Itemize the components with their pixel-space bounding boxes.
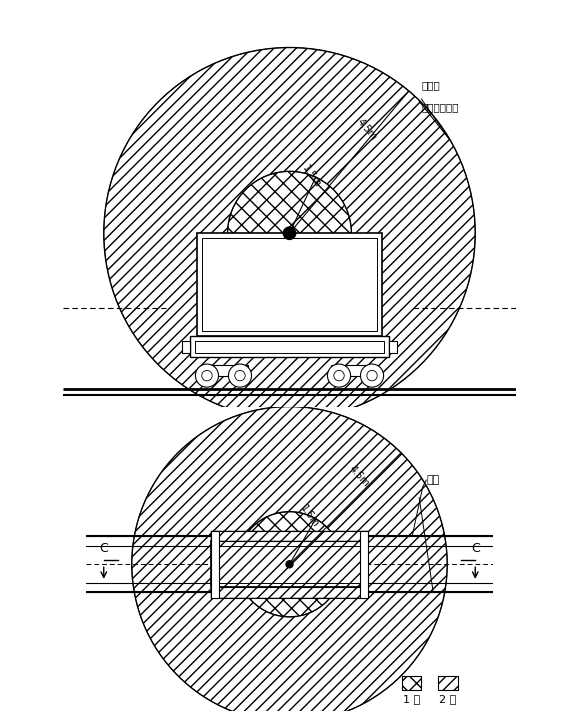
Circle shape (283, 227, 296, 240)
Bar (201, 238, 378, 332)
Circle shape (229, 364, 251, 387)
Text: 装卸口: 装卸口 (422, 80, 440, 90)
Text: 1 区: 1 区 (403, 694, 420, 704)
Text: 4.5m: 4.5m (347, 464, 371, 489)
Bar (211, 531, 368, 542)
Bar (331, 365, 372, 375)
Bar (207, 365, 248, 375)
Circle shape (195, 364, 218, 387)
Bar (360, 531, 368, 597)
Bar (190, 336, 389, 357)
Bar (211, 587, 368, 597)
Bar (211, 531, 368, 542)
Circle shape (234, 370, 245, 381)
Bar (211, 542, 368, 587)
Bar (438, 676, 458, 690)
Bar (195, 340, 384, 353)
Bar (182, 340, 190, 353)
Text: C: C (100, 542, 108, 555)
Circle shape (286, 560, 293, 568)
Bar (402, 676, 421, 690)
Circle shape (361, 364, 384, 387)
Circle shape (237, 512, 342, 617)
Circle shape (201, 370, 212, 381)
Bar (389, 340, 397, 353)
Text: 4.5m: 4.5m (356, 117, 379, 142)
Circle shape (334, 370, 345, 381)
Bar (211, 587, 368, 597)
Text: 2 区: 2 区 (439, 694, 457, 704)
Text: 第一级释放源: 第一级释放源 (422, 102, 459, 113)
Circle shape (228, 171, 351, 295)
Bar (402, 676, 421, 690)
Text: 1.5m: 1.5m (298, 503, 321, 529)
Circle shape (132, 407, 447, 722)
Bar (211, 542, 368, 587)
Bar (215, 546, 364, 583)
Circle shape (104, 47, 475, 419)
Circle shape (328, 364, 350, 387)
Text: C: C (471, 542, 479, 555)
Bar (197, 233, 382, 336)
Circle shape (367, 370, 378, 381)
Bar (211, 531, 219, 597)
Text: C-C 视图: C-C 视图 (269, 409, 310, 423)
Bar (438, 676, 458, 690)
Text: 1.5m: 1.5m (300, 164, 323, 190)
Text: 铁轨: 铁轨 (426, 475, 439, 485)
